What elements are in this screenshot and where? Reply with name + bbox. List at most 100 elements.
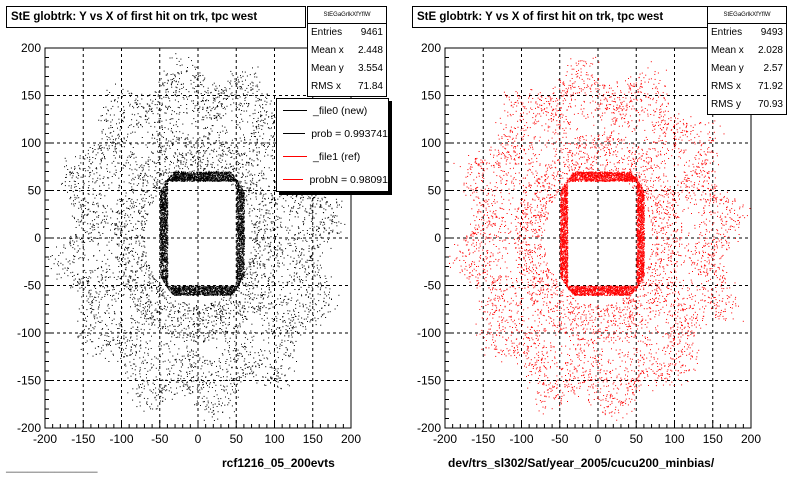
scatter-point xyxy=(243,265,245,267)
scatter-point xyxy=(162,188,164,190)
scatter-point xyxy=(221,174,223,176)
scatter-point xyxy=(242,191,244,193)
scatter-point xyxy=(164,218,166,219)
scatter-point xyxy=(157,133,159,135)
scatter-point xyxy=(225,176,227,178)
scatter-point xyxy=(243,271,245,273)
scatter-point xyxy=(219,286,221,288)
scatter-point xyxy=(212,292,214,294)
scatter-point xyxy=(232,290,234,292)
scatter-point xyxy=(258,89,260,91)
scatter-point xyxy=(223,172,225,174)
scatter-point xyxy=(143,362,144,364)
scatter-point xyxy=(242,222,244,224)
scatter-point xyxy=(230,383,232,385)
scatter-point xyxy=(184,293,186,295)
scatter-point xyxy=(79,155,81,157)
scatter-point xyxy=(163,173,165,175)
scatter-point xyxy=(195,176,197,177)
scatter-point xyxy=(216,288,218,289)
scatter-point xyxy=(210,286,212,287)
scatter-point xyxy=(163,216,165,218)
scatter-point xyxy=(189,291,191,293)
scatter-point xyxy=(134,274,136,276)
scatter-point xyxy=(75,176,77,178)
scatter-point xyxy=(189,289,191,291)
scatter-point xyxy=(237,284,239,285)
scatter-point xyxy=(165,251,167,253)
scatter-point xyxy=(240,216,242,217)
scatter-point xyxy=(242,225,244,227)
scatter-point xyxy=(224,179,226,181)
scatter-point xyxy=(167,270,169,272)
scatter-point xyxy=(160,253,162,254)
scatter-point xyxy=(274,210,275,212)
scatter-point xyxy=(72,173,74,174)
scatter-point xyxy=(181,178,183,180)
scatter-point xyxy=(238,225,240,226)
scatter-point xyxy=(182,176,184,177)
scatter-point xyxy=(242,251,244,253)
scatter-point xyxy=(330,204,331,206)
scatter-point xyxy=(207,177,209,179)
scatter-point xyxy=(167,179,168,181)
scatter-point xyxy=(180,172,182,174)
scatter-point xyxy=(124,353,126,355)
scatter-point xyxy=(160,247,162,249)
scatter-point xyxy=(239,219,241,221)
scatter-point xyxy=(188,178,190,180)
scatter-point xyxy=(164,226,166,228)
scatter-point xyxy=(156,318,158,320)
scatter-point xyxy=(227,180,229,182)
scatter-point xyxy=(176,175,177,177)
scatter-point xyxy=(189,292,191,294)
scatter-point xyxy=(217,294,219,296)
scatter-point xyxy=(239,210,241,212)
scatter-point xyxy=(240,210,242,212)
left-plot-svg: -200 -150 -100 -50 0 50 100 150 200-200-150-100-… xyxy=(17,41,361,446)
scatter-point xyxy=(122,141,124,143)
scatter-point xyxy=(163,279,165,280)
scatter-point xyxy=(166,228,168,230)
scatter-point xyxy=(235,179,237,181)
scatter-point xyxy=(232,288,234,290)
scatter-point xyxy=(243,235,245,236)
scatter-point xyxy=(242,268,244,270)
scatter-point xyxy=(154,162,156,164)
scatter-point xyxy=(165,272,167,274)
scatter-point xyxy=(160,232,162,234)
scatter-point xyxy=(236,207,238,209)
scatter-point xyxy=(159,266,161,268)
scatter-point xyxy=(241,253,243,254)
scatter-point xyxy=(193,291,195,293)
scatter-point xyxy=(243,218,245,220)
scatter-point xyxy=(178,174,180,176)
scatter-point xyxy=(317,231,319,232)
scatter-point xyxy=(239,192,241,193)
scatter-point xyxy=(165,187,167,188)
scatter-point xyxy=(230,175,232,177)
scatter-point xyxy=(223,287,225,289)
scatter-point xyxy=(238,186,240,188)
scatter-point xyxy=(262,145,264,146)
scatter-point xyxy=(206,180,208,182)
scatter-point xyxy=(211,290,213,292)
scatter-point xyxy=(145,318,147,320)
scatter-point xyxy=(200,291,202,293)
scatter-point xyxy=(197,286,199,288)
scatter-point xyxy=(224,286,226,288)
scatter-point xyxy=(184,286,185,288)
scatter-point xyxy=(130,183,132,185)
scatter-point xyxy=(309,204,311,206)
scatter-point xyxy=(247,203,249,205)
scatter-point xyxy=(107,177,108,179)
scatter-point xyxy=(242,197,244,199)
scatter-point xyxy=(239,222,241,224)
scatter-point xyxy=(267,145,269,147)
scatter-point xyxy=(319,255,321,257)
scatter-point xyxy=(243,243,245,244)
scatter-point xyxy=(242,273,244,275)
scatter-point xyxy=(258,152,260,154)
scatter-point xyxy=(256,157,258,159)
scatter-point xyxy=(163,145,165,147)
